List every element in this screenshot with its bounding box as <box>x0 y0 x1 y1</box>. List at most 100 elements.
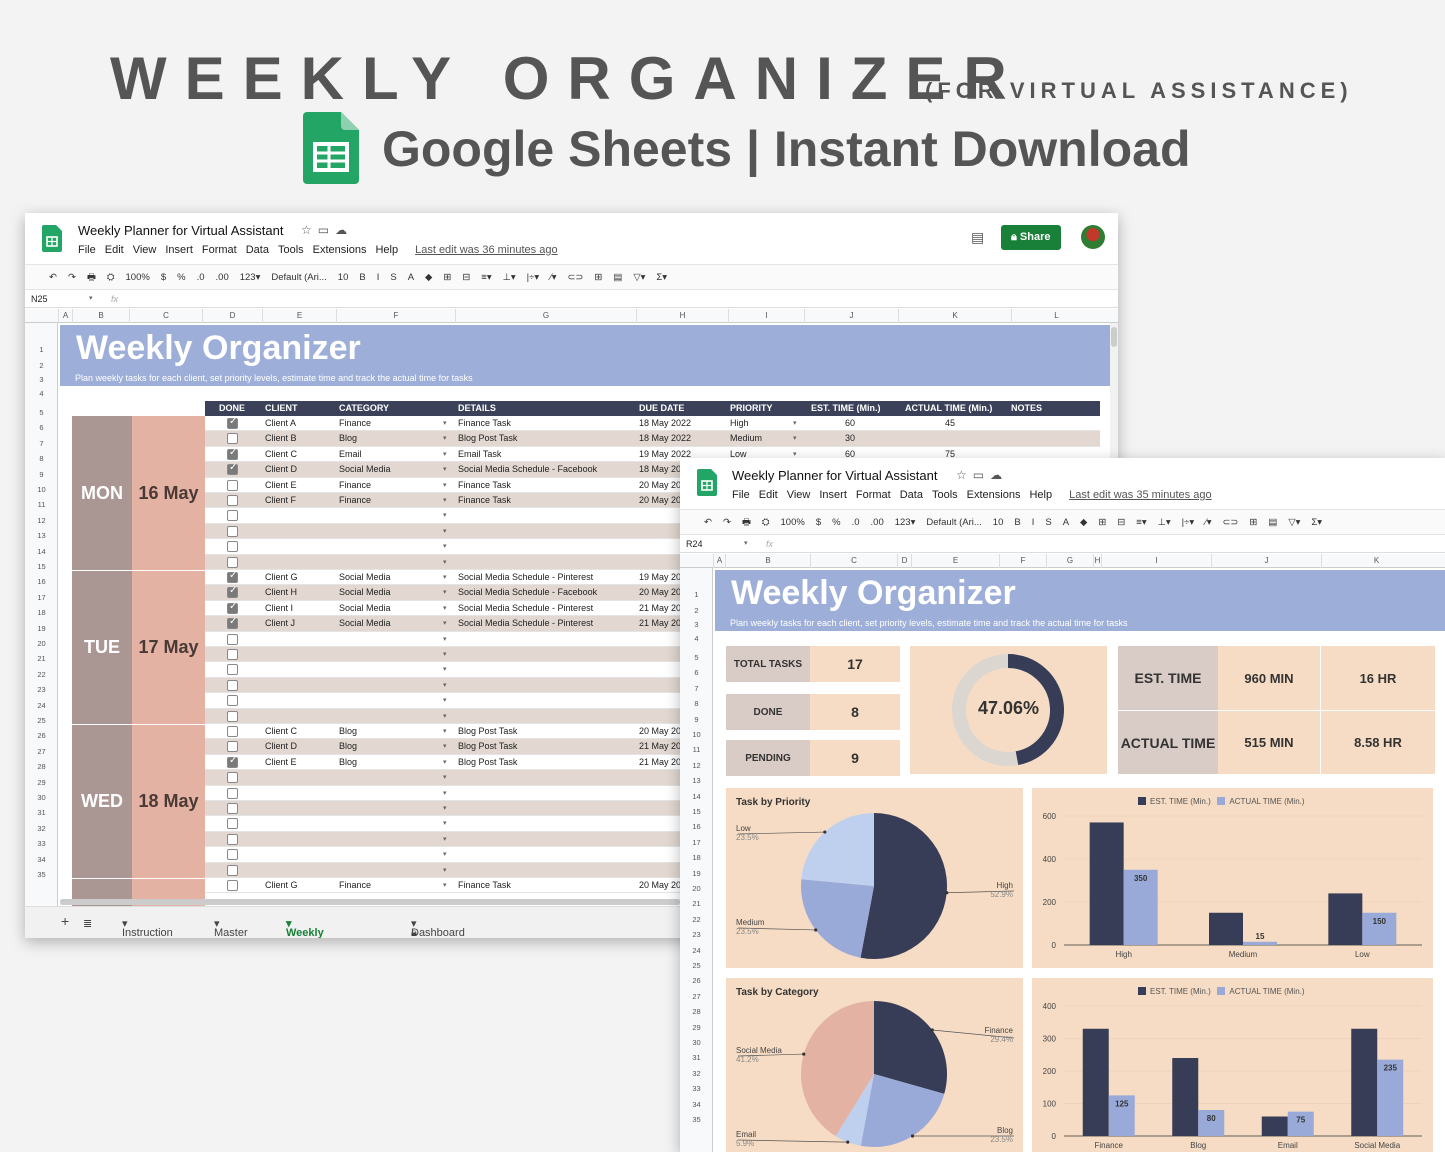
column-header-d[interactable]: D <box>202 309 262 323</box>
row-number[interactable]: 25 <box>692 961 701 970</box>
done-checkbox[interactable] <box>227 772 238 784</box>
column-header-f[interactable]: F <box>336 309 455 323</box>
menu-format[interactable]: Format <box>201 244 237 256</box>
dropdown-arrow-icon[interactable]: ▾ <box>443 574 447 581</box>
done-checkbox[interactable] <box>227 495 238 506</box>
pie-slice-medium[interactable] <box>801 879 874 958</box>
toolbar-icon[interactable]: ⊥▾ <box>502 272 516 283</box>
toolbar-icon[interactable]: 🖶 <box>86 272 96 283</box>
toolbar-icon[interactable]: ⊟ <box>462 272 471 283</box>
bar-est[interactable] <box>1351 1028 1378 1136</box>
toolbar-icon[interactable]: I <box>376 272 380 283</box>
toolbar-icon[interactable]: S <box>390 272 397 283</box>
toolbar-icon[interactable]: A <box>1062 517 1070 528</box>
done-checkbox[interactable] <box>227 433 238 445</box>
row-number[interactable]: 15 <box>37 562 46 571</box>
pie-slice-email[interactable] <box>835 1074 874 1146</box>
cell-details[interactable]: Blog Post Task <box>458 756 518 767</box>
row-number[interactable]: 13 <box>692 776 701 786</box>
dropdown-arrow-icon[interactable]: ▾ <box>443 527 447 535</box>
toolbar-icon[interactable]: S <box>1045 517 1052 528</box>
star-icon[interactable]: ☆ <box>956 468 973 482</box>
cell-client[interactable]: Client E <box>265 756 297 767</box>
bar-actual[interactable] <box>1243 941 1277 945</box>
row-number[interactable]: 29 <box>692 1022 701 1032</box>
cell-details[interactable]: Social Media Schedule - Facebook <box>458 587 598 598</box>
cell-client[interactable]: Client D <box>265 464 298 475</box>
done-checkbox[interactable] <box>227 479 238 491</box>
column-header-g[interactable]: G <box>1046 554 1093 568</box>
toolbar-icon[interactable]: ↶ <box>704 517 712 528</box>
dropdown-arrow-icon[interactable]: ▾ <box>443 789 447 797</box>
row-number[interactable]: 12 <box>37 515 46 525</box>
row-number[interactable]: 25 <box>37 716 46 725</box>
column-header-e[interactable]: E <box>262 309 336 323</box>
bar-actual[interactable] <box>1123 869 1158 945</box>
row-number[interactable]: 1 <box>39 345 44 354</box>
toolbar-icon[interactable]: ≡▾ <box>1136 517 1147 528</box>
cell-due[interactable]: 21 May 20 <box>639 602 682 613</box>
dropdown-arrow-icon[interactable]: ▾ <box>443 450 447 458</box>
dropdown-arrow-icon[interactable]: ▾ <box>443 620 447 628</box>
cloud-status-icon[interactable]: ☁ <box>990 468 1009 482</box>
cell-category[interactable]: Social Media <box>339 587 391 598</box>
last-edit-link[interactable]: Last edit was 35 minutes ago <box>1069 489 1212 501</box>
column-header-k[interactable]: K <box>898 309 1011 323</box>
toolbar-icon[interactable]: ↷ <box>722 517 731 528</box>
column-header-a[interactable]: A <box>58 309 72 323</box>
done-checkbox[interactable] <box>227 818 238 830</box>
row-number[interactable]: 2 <box>39 361 44 370</box>
toolbar-icon[interactable]: ▤ <box>1268 517 1278 528</box>
name-box[interactable]: N25 <box>31 294 48 304</box>
font-select[interactable]: Default (Ari... <box>926 517 982 528</box>
done-checkbox[interactable] <box>227 787 238 799</box>
menu-file[interactable]: File <box>78 244 96 256</box>
cell-due[interactable]: 19 May 20 <box>639 572 682 582</box>
cell-details[interactable]: Social Media Schedule - Pinterest <box>458 572 594 582</box>
cell-actual[interactable]: 45 <box>945 418 956 428</box>
column-header-k[interactable]: K <box>1321 554 1431 568</box>
column-header-c[interactable]: C <box>129 309 202 323</box>
done-checkbox[interactable] <box>227 616 238 630</box>
row-number[interactable]: 21 <box>692 899 701 909</box>
column-header-j[interactable]: J <box>804 309 898 323</box>
row-number[interactable]: 18 <box>692 853 701 863</box>
toolbar-icon[interactable]: .00 <box>870 517 884 528</box>
row-number[interactable]: 14 <box>692 791 701 801</box>
row-number[interactable]: 30 <box>692 1038 701 1047</box>
dropdown-arrow-icon[interactable]: ▾ <box>443 835 447 843</box>
dropdown-arrow-icon[interactable]: ▾ <box>443 697 447 705</box>
cell-details[interactable]: Finance Task <box>458 880 511 890</box>
add-sheet-icon[interactable]: + <box>61 913 70 929</box>
row-number[interactable]: 19 <box>37 623 46 633</box>
last-edit-link[interactable]: Last edit was 36 minutes ago <box>415 244 558 256</box>
menu-edit[interactable]: Edit <box>104 244 124 256</box>
toolbar-icon[interactable]: ↷ <box>67 272 76 283</box>
tab-dashboard[interactable]: 🔒︎ Dashboard ▾ <box>411 918 465 938</box>
bar-actual[interactable] <box>1108 1095 1135 1136</box>
dropdown-arrow-icon[interactable]: ▾ <box>443 866 447 874</box>
toolbar-icon[interactable]: A <box>407 272 415 283</box>
cell-details[interactable]: Blog Post Task <box>458 741 518 752</box>
bar-est[interactable] <box>1172 1058 1199 1136</box>
menu-help[interactable]: Help <box>1029 489 1053 501</box>
row-number[interactable]: 9 <box>39 469 44 479</box>
done-checkbox[interactable] <box>227 541 238 553</box>
dropdown-arrow-icon[interactable]: ▾ <box>443 589 447 597</box>
cell-details[interactable]: Social Media Schedule - Pinterest <box>458 618 594 629</box>
cell-details[interactable]: Finance Task <box>458 495 511 505</box>
cell-due[interactable]: 20 May 20 <box>639 880 682 890</box>
row-number[interactable]: 14 <box>37 546 46 556</box>
done-checkbox[interactable] <box>227 510 238 522</box>
cell-client[interactable]: Client G <box>265 572 298 582</box>
cell-category[interactable]: Blog <box>339 741 358 752</box>
cell-details[interactable]: Social Media Schedule - Facebook <box>458 464 598 475</box>
toolbar-icon[interactable]: ▤ <box>613 272 623 283</box>
cell-due[interactable]: 21 May 20 <box>639 756 682 767</box>
row-number[interactable]: 11 <box>692 745 701 755</box>
column-header-i[interactable]: I <box>728 309 804 323</box>
toolbar-icon[interactable]: ⊂⊃ <box>567 272 584 283</box>
dropdown-arrow-icon[interactable]: ▾ <box>443 882 447 889</box>
toolbar-icon[interactable]: $ <box>160 272 167 283</box>
name-box-dropdown-icon[interactable]: ▾ <box>744 540 748 547</box>
